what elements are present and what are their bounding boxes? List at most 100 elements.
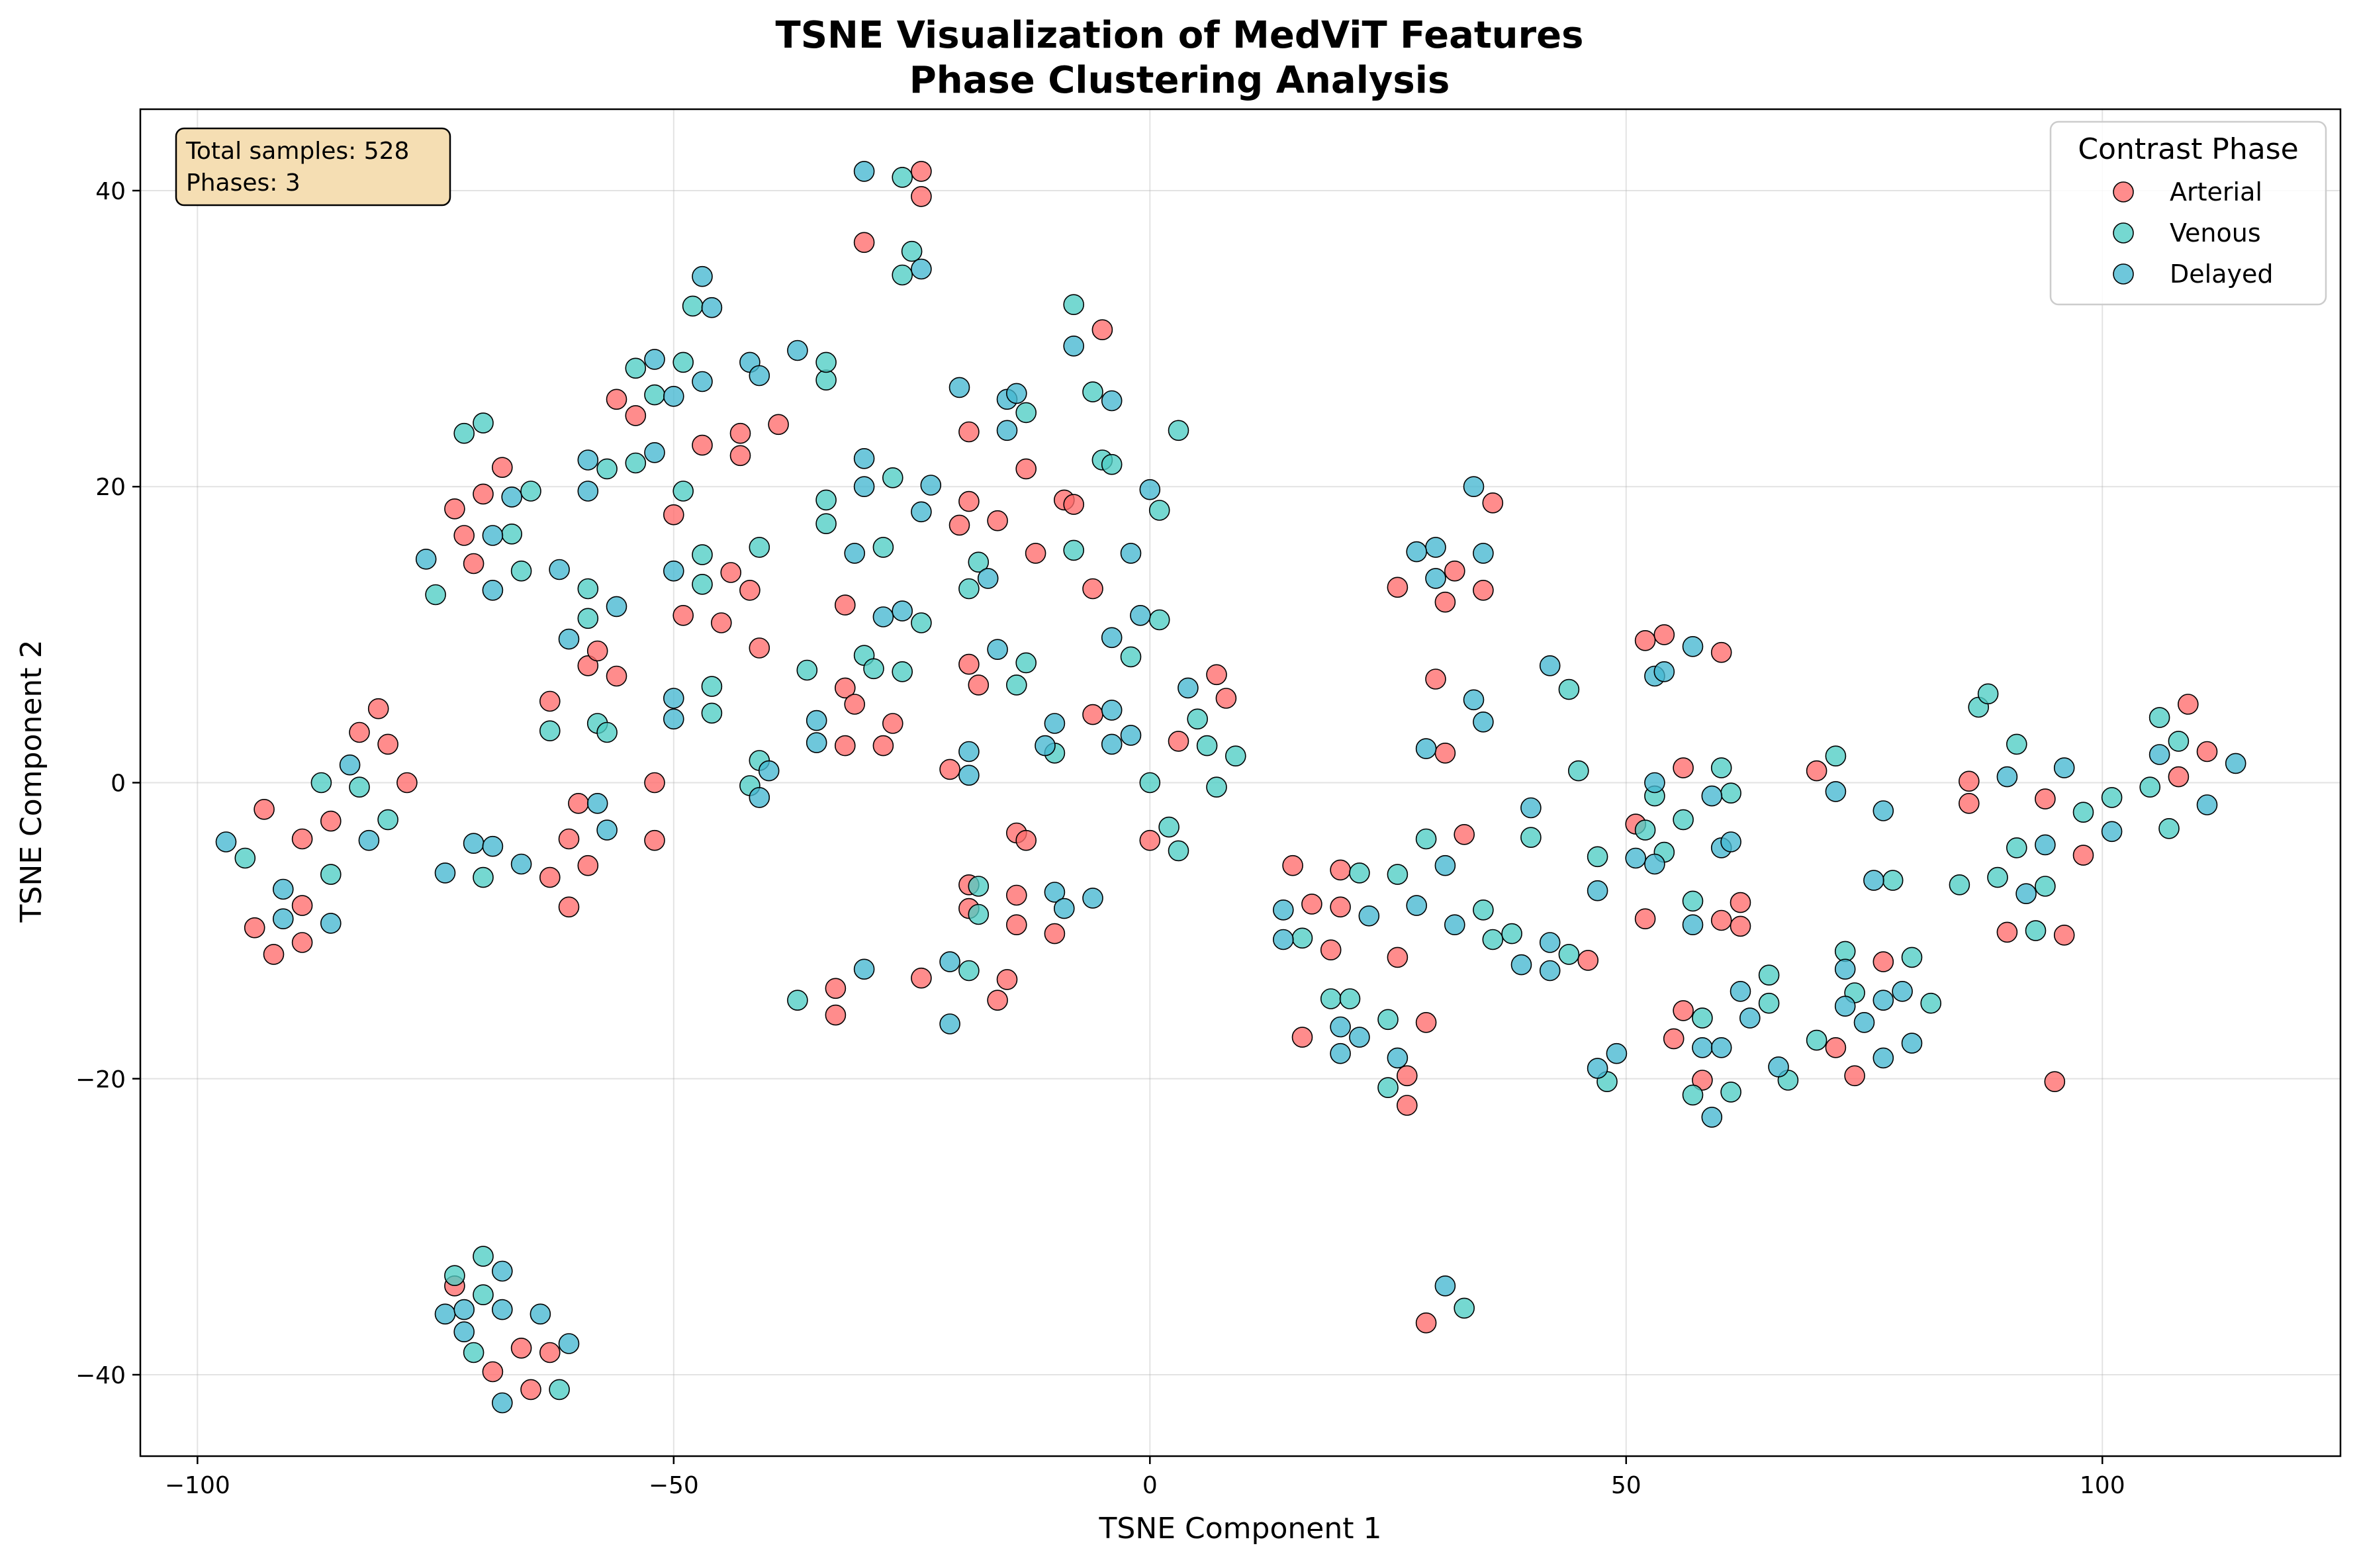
delayed-point [2149,744,2170,765]
venous-point [2158,818,2180,839]
venous-point [2025,920,2047,941]
delayed-point [358,829,380,851]
delayed-point [1539,655,1561,676]
delayed-point [701,297,723,318]
venous-point [1568,760,1589,782]
delayed-point [1768,1056,1789,1078]
delayed-point [987,639,1008,661]
delayed-point [1644,772,1665,794]
delayed-point [1415,738,1437,759]
arterial-point [1959,793,1980,814]
arterial-point [510,1338,532,1359]
delayed-point [1873,990,1894,1011]
x-axis-label: TSNE Component 1 [1099,1512,1382,1545]
venous-point [2139,776,2160,798]
venous-point [892,264,913,286]
delayed-point [1054,898,1075,919]
delayed-point [692,371,713,392]
arterial-point [1434,591,1456,613]
venous-point [596,458,618,480]
arterial-point [749,637,770,659]
venous-point [911,612,932,633]
arterial-point [1044,923,1066,945]
venous-point [1120,646,1142,668]
venous-point [1949,874,1970,896]
delayed-point [491,1299,513,1320]
delayed-point [1120,725,1142,746]
venous-point [1139,772,1161,794]
delayed-point [1606,1042,1628,1064]
delayed-point [1463,476,1485,498]
delayed-point [758,760,780,782]
legend-title: Contrast Phase [2078,132,2298,166]
arterial-point [882,713,903,734]
arterial-point [606,389,627,410]
delayed-point [2225,753,2246,774]
venous-point [549,1379,570,1401]
info-box-background [175,127,451,207]
arterial-point [2035,788,2056,809]
arterial-point [539,1342,561,1363]
arterial-point [520,1379,541,1401]
arterial-point [1730,915,1751,937]
delayed-point [663,385,684,407]
delayed-point [215,831,237,853]
venous-point [901,240,923,262]
venous-point [872,537,894,558]
venous-point [1901,946,1923,968]
arterial-point [1301,894,1322,915]
arterial-point [663,504,684,526]
arterial-point [482,1361,504,1383]
venous-point [1015,652,1037,674]
delayed-point [1625,847,1646,869]
arterial-point [1082,704,1103,725]
arterial-point [491,457,513,479]
venous-point [320,864,342,885]
delayed-point [939,1013,960,1035]
data-points [215,161,2246,1414]
delayed-point [1873,800,1894,821]
delayed-point [577,481,599,502]
venous-point [1377,1009,1399,1031]
arterial-point [254,799,275,820]
delayed-point [577,449,599,471]
arterial-point [1006,884,1027,906]
x-tick-label: −50 [649,1472,699,1499]
arterial-point [1844,1065,1865,1087]
x-tick-label: 0 [1142,1472,1158,1499]
delayed-point [1273,929,1294,950]
venous-point [787,990,808,1011]
venous-point [692,544,713,565]
venous-point [1501,923,1522,945]
venous-point [1977,683,1999,705]
delayed-point [1892,981,1913,1002]
arterial-point [568,793,589,814]
arterial-point [2178,694,2199,715]
venous-point [1825,745,1847,766]
arterial-point [1063,494,1084,515]
y-tick-label: −40 [75,1362,126,1389]
venous-point [796,659,818,681]
delayed-point [1434,854,1456,876]
delayed-point [549,559,570,580]
venous-point [1473,899,1494,921]
delayed-point [806,732,827,753]
chart-title: TSNE Visualization of MedViT Features [776,14,1584,57]
arterial-point [558,896,580,918]
delayed-point [1006,383,1027,404]
arterial-point [1692,1070,1713,1091]
delayed-point [453,1321,475,1342]
arterial-point [958,421,980,443]
venous-point [1634,819,1656,841]
venous-point [1806,1029,1827,1051]
arterial-point [473,483,494,505]
arterial-point [987,510,1008,531]
arterial-point [1320,939,1342,960]
delayed-point [1853,1012,1875,1033]
arterial-point [1425,669,1446,690]
venous-point [815,513,837,535]
venous-point [2006,733,2027,755]
delayed-point [1653,661,1675,682]
venous-point [1720,782,1741,804]
